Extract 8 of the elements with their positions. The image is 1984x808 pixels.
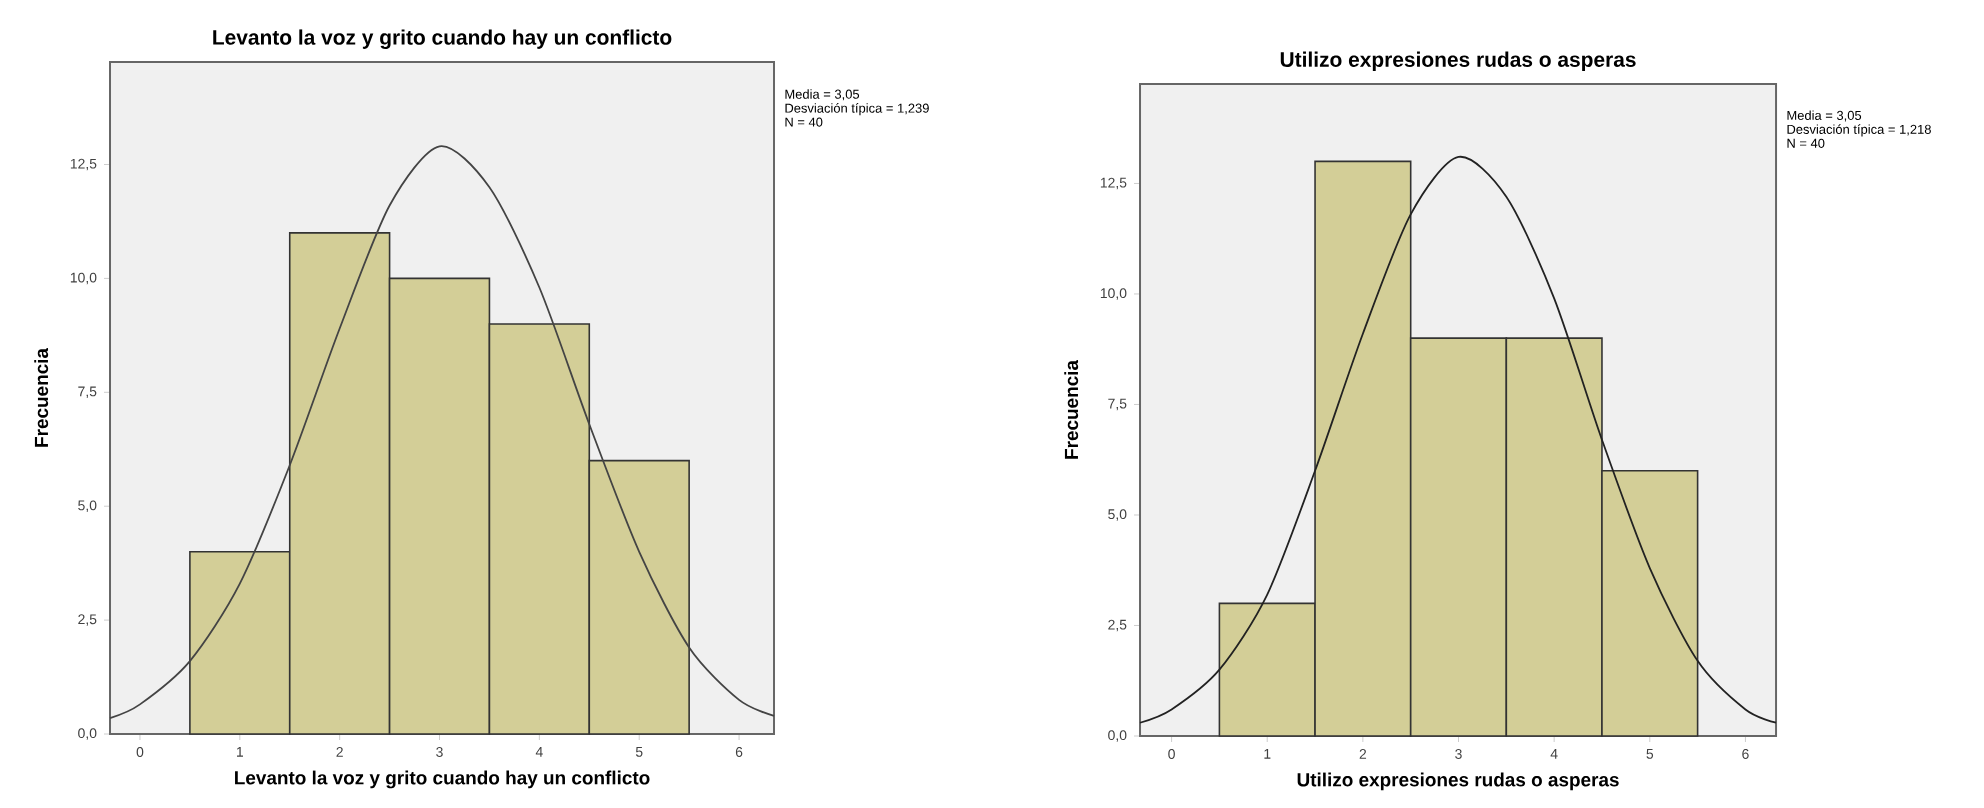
x-axis-title: Utilizo expresiones rudas o asperas xyxy=(1297,772,1619,791)
y-axis-title: Frecuencia xyxy=(1064,359,1079,459)
line-series xyxy=(109,145,775,719)
line-series xyxy=(1139,156,1777,724)
y-axis-title: Frecuencia xyxy=(34,347,49,447)
chart-title: Levanto la voz y grito cuando hay un conflicto xyxy=(213,29,672,50)
chart-title: Utilizo expresiones rudas o asperas xyxy=(1280,51,1636,71)
x-axis-title: Levanto la voz y grito cuando hay un conflicto xyxy=(235,770,650,789)
